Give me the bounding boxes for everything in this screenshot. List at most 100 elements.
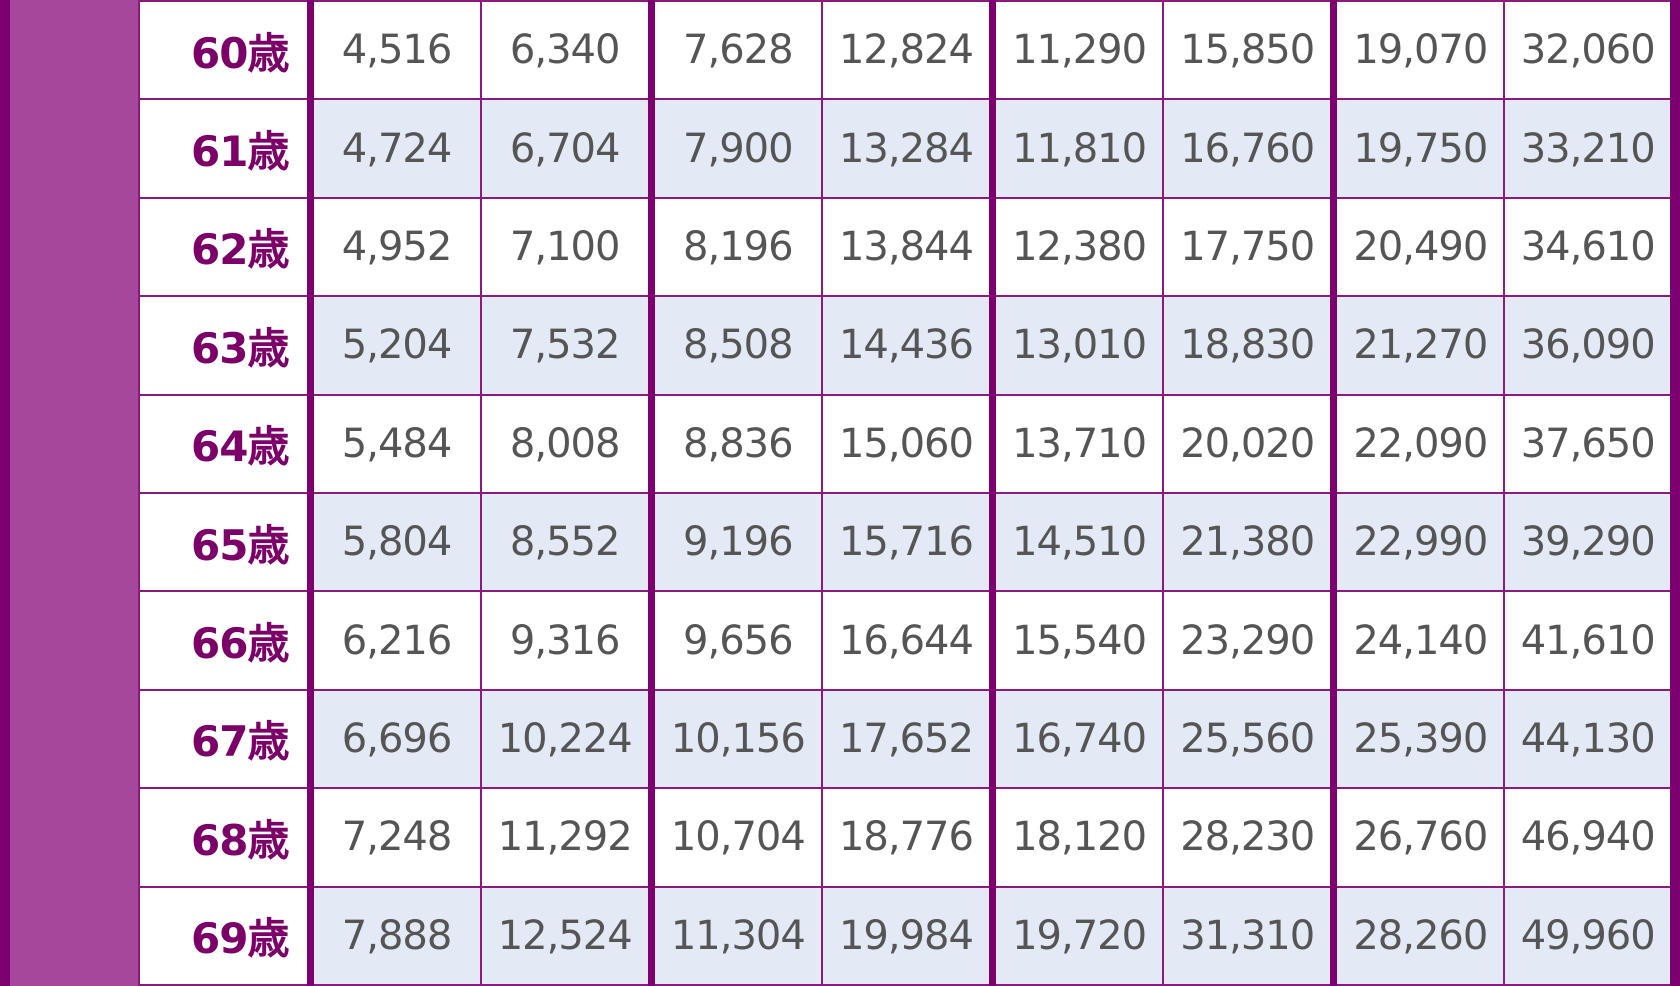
value-cell: 34,610: [1503, 196, 1680, 298]
value-cell: 46,940: [1503, 787, 1680, 888]
value-cell: 7,248: [309, 787, 482, 888]
value-cell: 10,156: [650, 688, 823, 790]
value-cell: 4,952: [309, 196, 482, 298]
value-cell: 9,656: [650, 590, 823, 691]
value-cell: 31,310: [1162, 885, 1338, 986]
value-cell: 6,216: [309, 590, 482, 691]
value-cell: 6,340: [479, 0, 655, 101]
value-cell: 9,316: [479, 590, 655, 691]
value-cell: 8,196: [650, 196, 823, 298]
value-cell: 8,508: [650, 295, 823, 396]
value-cell: 23,290: [1162, 590, 1338, 691]
value-cell: 11,810: [991, 98, 1165, 199]
value-cell: 25,560: [1162, 688, 1338, 790]
value-cell: 17,750: [1162, 196, 1338, 298]
age-label: 68歳: [138, 787, 314, 888]
value-cell: 7,628: [650, 0, 823, 101]
age-label: 67歳: [138, 688, 314, 790]
age-label: 65歳: [138, 491, 314, 593]
table-left-border: [0, 0, 10, 986]
value-cell: 8,008: [479, 393, 655, 494]
premium-table: 60歳 4,516 6,340 7,628 12,824 11,290 15,850 19,0…: [138, 0, 1680, 986]
value-cell: 33,210: [1503, 98, 1680, 199]
value-cell: 7,100: [479, 196, 655, 298]
value-cell: 19,720: [991, 885, 1165, 986]
value-cell: 11,292: [479, 787, 655, 888]
table-row: 66歳 6,216 9,316 9,656 16,644 15,540 23,290 24,1…: [138, 590, 1680, 691]
value-cell: 10,704: [650, 787, 823, 888]
value-cell: 16,740: [991, 688, 1165, 790]
value-cell: 20,020: [1162, 393, 1338, 494]
value-cell: 49,960: [1503, 885, 1680, 986]
table-row: 60歳 4,516 6,340 7,628 12,824 11,290 15,850 19,0…: [138, 0, 1680, 101]
table-row: 62歳 4,952 7,100 8,196 13,844 12,380 17,750 20,4…: [138, 196, 1680, 298]
value-cell: 7,900: [650, 98, 823, 199]
value-cell: 7,532: [479, 295, 655, 396]
value-cell: 39,290: [1503, 491, 1680, 593]
value-cell: 15,716: [820, 491, 996, 593]
value-cell: 44,130: [1503, 688, 1680, 790]
table-row: 64歳 5,484 8,008 8,836 15,060 13,710 20,020 22,0…: [138, 393, 1680, 494]
table-row: 63歳 5,204 7,532 8,508 14,436 13,010 18,830 21,2…: [138, 295, 1680, 396]
value-cell: 16,644: [820, 590, 996, 691]
age-label: 66歳: [138, 590, 314, 691]
table-row: 67歳 6,696 10,224 10,156 17,652 16,740 25,560 25…: [138, 688, 1680, 790]
value-cell: 12,824: [820, 0, 996, 101]
value-cell: 36,090: [1503, 295, 1680, 396]
value-cell: 32,060: [1503, 0, 1680, 101]
value-cell: 18,120: [991, 787, 1165, 888]
value-cell: 8,836: [650, 393, 823, 494]
value-cell: 26,760: [1332, 787, 1506, 888]
value-cell: 15,540: [991, 590, 1165, 691]
value-cell: 7,888: [309, 885, 482, 986]
age-label: 62歳: [138, 196, 314, 298]
value-cell: 13,710: [991, 393, 1165, 494]
value-cell: 8,552: [479, 491, 655, 593]
value-cell: 13,284: [820, 98, 996, 199]
value-cell: 25,390: [1332, 688, 1506, 790]
value-cell: 19,070: [1332, 0, 1506, 101]
table-row: 65歳 5,804 8,552 9,196 15,716 14,510 21,380 22,9…: [138, 491, 1680, 593]
value-cell: 4,516: [309, 0, 482, 101]
value-cell: 37,650: [1503, 393, 1680, 494]
value-cell: 19,984: [820, 885, 996, 986]
value-cell: 10,224: [479, 688, 655, 790]
value-cell: 5,484: [309, 393, 482, 494]
value-cell: 14,510: [991, 491, 1165, 593]
table-row: 61歳 4,724 6,704 7,900 13,284 11,810 16,760 19,7…: [138, 98, 1680, 199]
value-cell: 21,270: [1332, 295, 1506, 396]
value-cell: 5,804: [309, 491, 482, 593]
value-cell: 14,436: [820, 295, 996, 396]
value-cell: 18,830: [1162, 295, 1338, 396]
value-cell: 4,724: [309, 98, 482, 199]
age-label: 61歳: [138, 98, 314, 199]
value-cell: 20,490: [1332, 196, 1506, 298]
value-cell: 17,652: [820, 688, 996, 790]
table-row: 68歳 7,248 11,292 10,704 18,776 18,120 28,230 26…: [138, 787, 1680, 888]
value-cell: 15,060: [820, 393, 996, 494]
table-row: 69歳 7,888 12,524 11,304 19,984 19,720 31,310 28…: [138, 885, 1680, 986]
value-cell: 12,380: [991, 196, 1165, 298]
value-cell: 28,260: [1332, 885, 1506, 986]
value-cell: 13,010: [991, 295, 1165, 396]
age-label: 60歳: [138, 0, 314, 101]
value-cell: 13,844: [820, 196, 996, 298]
age-label: 69歳: [138, 885, 314, 986]
value-cell: 5,204: [309, 295, 482, 396]
value-cell: 9,196: [650, 491, 823, 593]
value-cell: 12,524: [479, 885, 655, 986]
age-label: 64歳: [138, 393, 314, 494]
value-cell: 22,090: [1332, 393, 1506, 494]
value-cell: 16,760: [1162, 98, 1338, 199]
value-cell: 15,850: [1162, 0, 1338, 101]
value-cell: 11,304: [650, 885, 823, 986]
value-cell: 6,704: [479, 98, 655, 199]
value-cell: 41,610: [1503, 590, 1680, 691]
value-cell: 11,290: [991, 0, 1165, 101]
age-label: 63歳: [138, 295, 314, 396]
value-cell: 21,380: [1162, 491, 1338, 593]
value-cell: 18,776: [820, 787, 996, 888]
value-cell: 6,696: [309, 688, 482, 790]
value-cell: 22,990: [1332, 491, 1506, 593]
value-cell: 24,140: [1332, 590, 1506, 691]
